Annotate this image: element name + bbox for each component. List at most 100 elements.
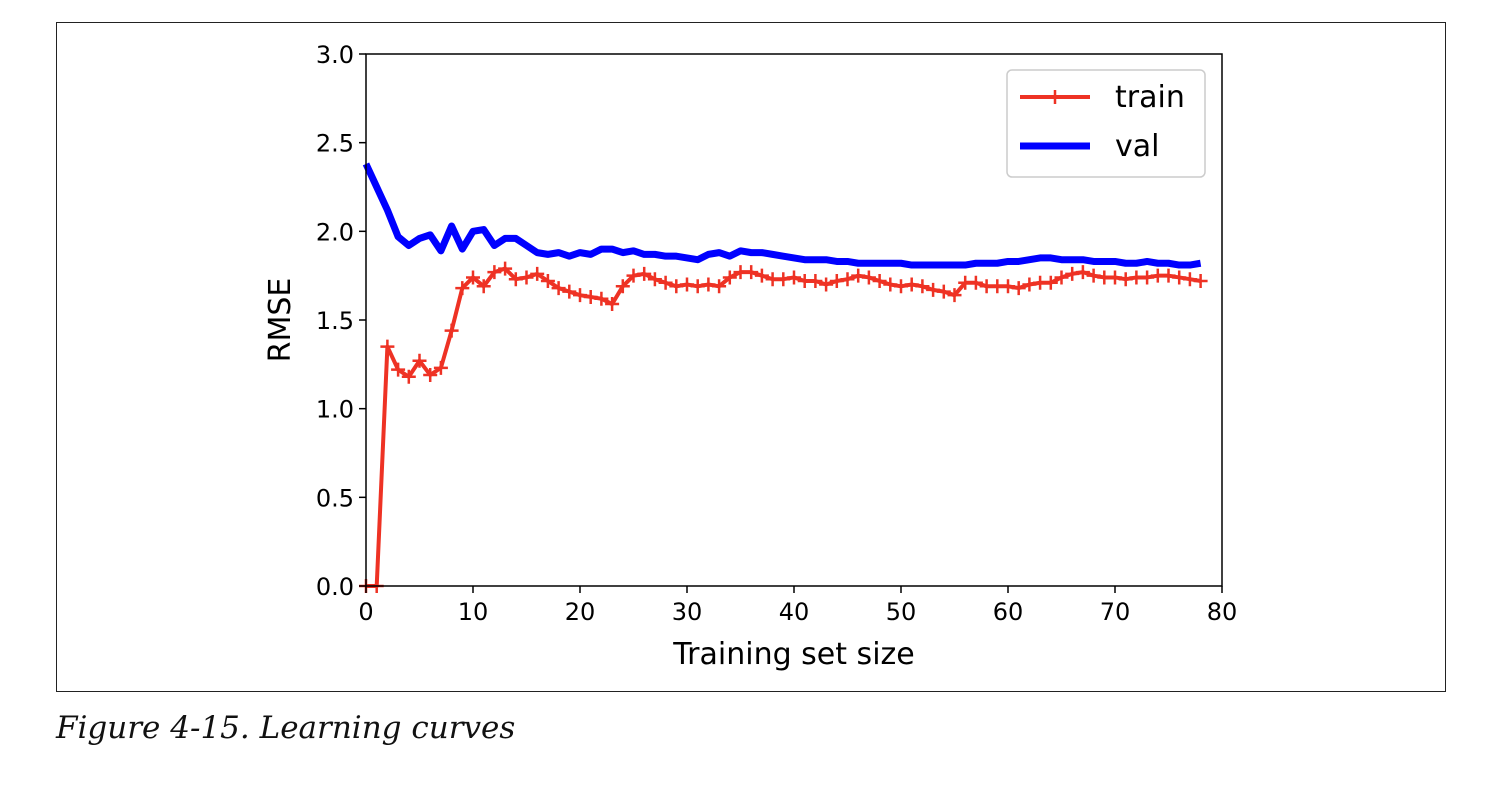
data-point xyxy=(1118,272,1133,287)
data-point xyxy=(444,323,459,338)
legend-marker xyxy=(1048,90,1062,104)
data-point xyxy=(904,277,919,292)
y-tick-label: 2.5 xyxy=(316,130,354,158)
y-axis-label: RMSE xyxy=(263,278,298,363)
data-point xyxy=(829,273,844,288)
data-point xyxy=(391,362,406,377)
data-point xyxy=(808,273,823,288)
data-point xyxy=(1193,273,1208,288)
data-point xyxy=(626,268,641,283)
x-tick-label: 30 xyxy=(672,598,703,626)
data-point xyxy=(915,279,930,294)
data-point xyxy=(840,272,855,287)
data-point xyxy=(819,277,834,292)
series-train xyxy=(359,261,1208,593)
data-point xyxy=(722,270,737,285)
data-point xyxy=(476,279,491,294)
x-tick-label: 70 xyxy=(1100,598,1131,626)
data-point xyxy=(433,360,448,375)
y-tick-label: 0.0 xyxy=(316,573,354,601)
data-point xyxy=(508,272,523,287)
x-tick-label: 20 xyxy=(565,598,596,626)
data-point xyxy=(455,281,470,296)
data-point xyxy=(1011,281,1026,296)
data-point xyxy=(1140,270,1155,285)
x-tick-label: 50 xyxy=(886,598,917,626)
data-point xyxy=(680,277,694,292)
legend-entry-train: train xyxy=(1020,80,1185,115)
data-point xyxy=(605,297,620,312)
data-point xyxy=(551,281,566,296)
series-val xyxy=(362,162,1202,269)
data-point xyxy=(787,270,801,285)
data-point xyxy=(498,261,513,276)
y-tick-label: 3.0 xyxy=(316,41,354,69)
data-point xyxy=(540,273,555,288)
x-tick-label: 40 xyxy=(779,598,810,626)
data-point xyxy=(947,288,962,303)
legend-label: train xyxy=(1115,80,1185,115)
data-point xyxy=(701,277,716,292)
data-point xyxy=(583,289,598,304)
x-tick-label: 80 xyxy=(1207,598,1238,626)
series-line-val xyxy=(362,162,1202,269)
data-point xyxy=(380,339,395,354)
data-point xyxy=(573,288,587,303)
figure-frame xyxy=(56,22,1446,692)
data-point xyxy=(883,277,898,292)
figure-caption: Figure 4-15. Learning curves xyxy=(56,710,516,746)
data-point xyxy=(1075,265,1090,280)
data-point xyxy=(776,272,791,287)
series-layer xyxy=(359,162,1208,593)
data-point xyxy=(861,270,876,285)
data-point xyxy=(466,270,480,285)
data-point xyxy=(1182,272,1197,287)
x-tick-label: 60 xyxy=(993,598,1024,626)
data-point xyxy=(968,275,983,290)
data-point xyxy=(1161,268,1176,283)
legend: train val xyxy=(1006,69,1206,178)
data-point xyxy=(1022,277,1037,292)
series-line-train xyxy=(366,266,1201,588)
y-tick-label: 1.0 xyxy=(316,396,354,424)
data-point xyxy=(562,284,577,299)
data-point xyxy=(594,291,609,306)
data-point xyxy=(936,284,951,299)
ticks-layer: 0 10 20 30 40 50 60 70 80 0.0 0.5 1.0 1.5 2.0 2.5 3.0 xyxy=(316,41,1237,626)
data-point xyxy=(1065,266,1080,281)
data-point xyxy=(519,270,534,285)
data-point xyxy=(690,279,705,294)
y-tick-label: 2.0 xyxy=(316,218,354,246)
data-point xyxy=(487,265,502,280)
legend-label: val xyxy=(1115,129,1159,164)
data-point xyxy=(615,279,630,294)
data-point xyxy=(754,268,769,283)
data-point xyxy=(423,367,438,382)
data-point xyxy=(1001,279,1015,294)
x-tick-label: 0 xyxy=(358,598,373,626)
data-point xyxy=(894,279,908,294)
data-point xyxy=(412,353,427,368)
data-point xyxy=(851,268,866,283)
data-point xyxy=(1108,270,1122,285)
data-point xyxy=(1054,270,1069,285)
legend-entry-val: val xyxy=(1020,129,1159,164)
data-point xyxy=(744,265,759,280)
data-point xyxy=(1043,275,1058,290)
data-point xyxy=(401,369,416,384)
y-tick-label: 1.5 xyxy=(316,307,354,335)
data-point xyxy=(658,275,673,290)
data-point xyxy=(872,273,887,288)
data-point xyxy=(712,279,727,294)
y-tick-label: 0.5 xyxy=(316,484,354,512)
x-axis-label: Training set size xyxy=(672,637,914,672)
x-tick-label: 10 xyxy=(458,598,489,626)
data-point xyxy=(926,282,941,297)
data-point xyxy=(1086,268,1101,283)
data-point xyxy=(647,272,662,287)
data-point xyxy=(1172,270,1187,285)
data-point xyxy=(530,266,545,281)
data-point xyxy=(637,266,652,281)
data-point xyxy=(669,279,684,294)
